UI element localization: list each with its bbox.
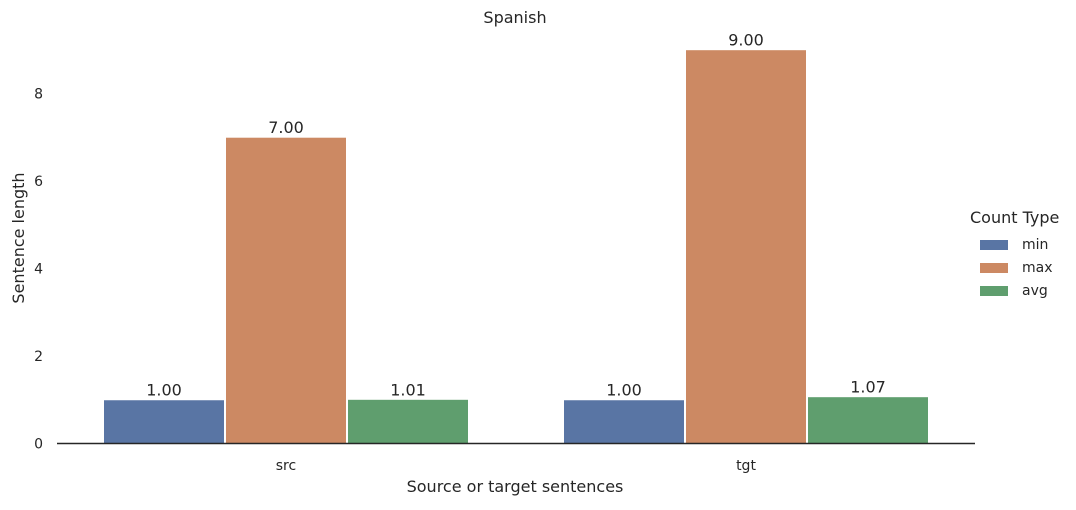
legend-item-max: max (970, 256, 1059, 279)
legend-label-max: max (1022, 259, 1053, 276)
bar-label-min-tgt: 1.00 (606, 381, 642, 400)
legend-item-min: min (970, 233, 1059, 256)
bar-label-avg-tgt: 1.07 (850, 378, 886, 397)
bar-label-avg-src: 1.01 (390, 380, 426, 399)
chart-title: Spanish (483, 8, 546, 27)
legend-label-min: min (1022, 236, 1049, 253)
legend-swatch-min (980, 239, 1008, 250)
legend-title: Count Type (970, 208, 1060, 227)
x-axis-label: Source or target sentences (407, 477, 624, 496)
bar-label-min-src: 1.00 (146, 381, 182, 400)
y-tick-label-8: 8 (34, 86, 43, 102)
legend-label-avg: avg (1022, 282, 1048, 299)
bar-avg-src (347, 398, 469, 444)
x-tick-label-tgt: tgt (736, 458, 756, 474)
bar-label-max-src: 7.00 (268, 118, 304, 137)
y-axis-label: Sentence length (9, 172, 28, 303)
bar-min-tgt (563, 399, 685, 444)
bar-max-tgt (685, 49, 807, 444)
legend-item-avg: avg (970, 279, 1059, 302)
x-tick-label-src: src (276, 458, 296, 474)
legend: Count Type min max avg (970, 208, 1059, 302)
bar-label-max-tgt: 9.00 (728, 31, 764, 50)
bar-avg-tgt (807, 396, 929, 444)
y-tick-label-6: 6 (34, 174, 43, 190)
bar-max-src (225, 136, 347, 444)
y-tick-label-4: 4 (34, 261, 43, 277)
legend-swatch-max (980, 262, 1008, 273)
legend-swatch-avg (980, 285, 1008, 296)
y-tick-label-2: 2 (34, 349, 43, 365)
bar-min-src (103, 399, 225, 444)
y-tick-label-0: 0 (34, 437, 43, 453)
